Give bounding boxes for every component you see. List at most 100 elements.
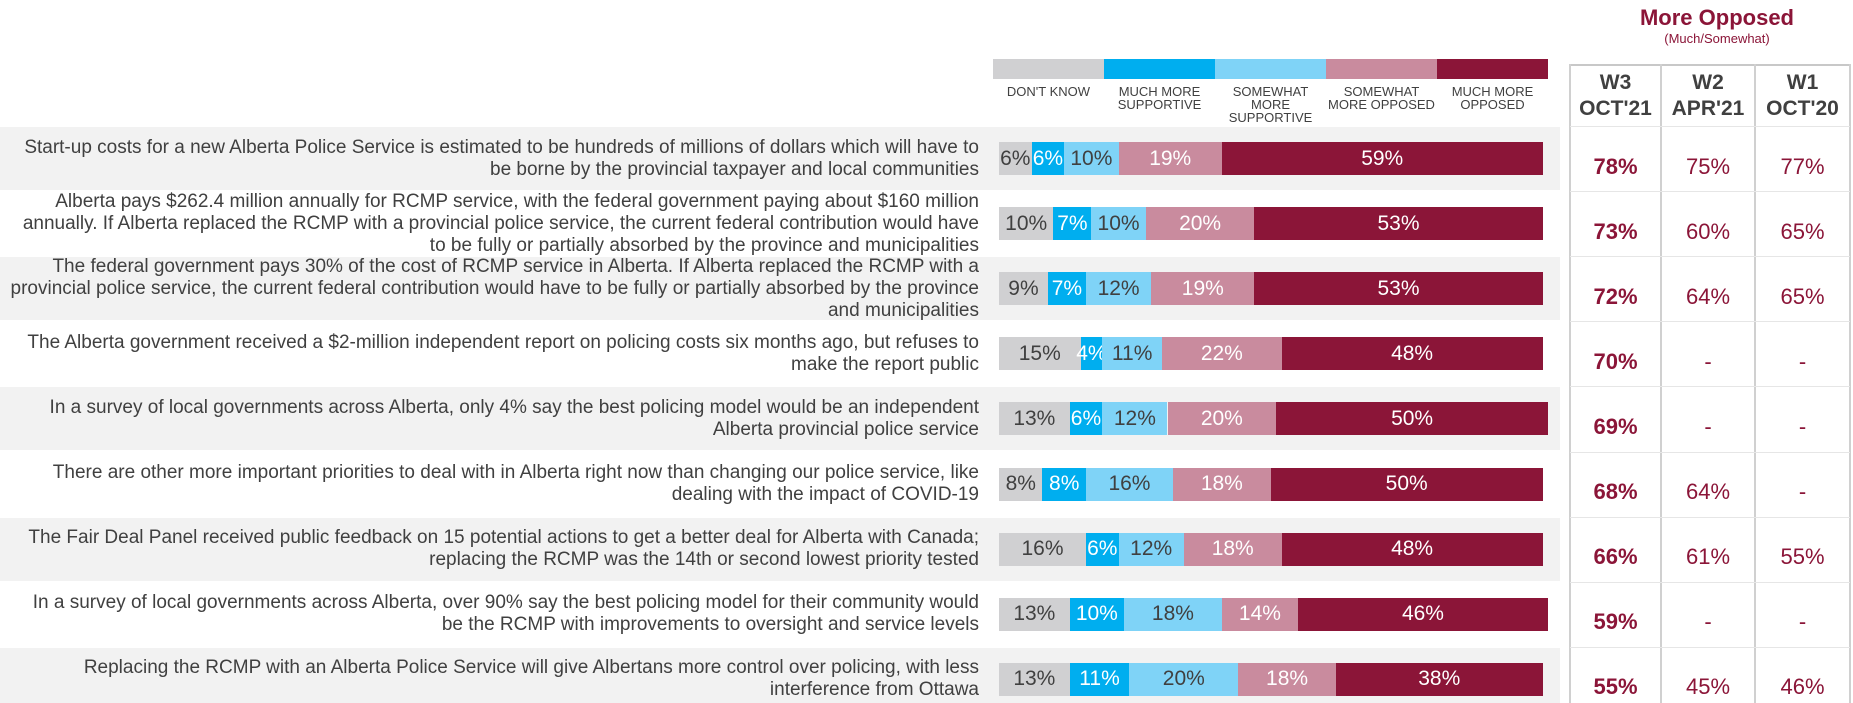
table-cell: 68% (1593, 479, 1638, 505)
bar-segment: 9% (999, 272, 1048, 306)
table-cell: 55% (1780, 544, 1825, 570)
table-cell: 66% (1593, 544, 1638, 570)
bar-segment: 46% (1297, 597, 1548, 631)
bar-segment: 10% (999, 207, 1054, 241)
table-cell: - (1798, 413, 1807, 439)
statement: Alberta pays $262.4 million annually for… (22, 190, 979, 256)
bar-segment: 48% (1281, 532, 1543, 566)
table-cell: 64% (1685, 479, 1731, 505)
bar-segment: 6% (999, 142, 1032, 176)
table-cell: - (1704, 413, 1712, 439)
table-row-line (1570, 126, 1850, 127)
bar-segment: 19% (1118, 142, 1222, 176)
bar-segment: 8% (1042, 467, 1086, 501)
table-cell: 64% (1685, 283, 1731, 309)
bar-segment: 10% (1064, 142, 1119, 176)
bar-segment: 50% (1276, 402, 1548, 436)
bar-segment: 12% (1085, 272, 1152, 306)
bar-segment: 59% (1221, 142, 1543, 176)
bar-segment: 22% (1162, 337, 1282, 371)
bar-segment: 18% (1124, 597, 1222, 631)
bar-segment: 16% (999, 532, 1086, 566)
table-header-wave: W1 (1786, 71, 1819, 94)
legend-swatch (1215, 59, 1326, 79)
bar-segment: 14% (1221, 597, 1298, 631)
table-cell: 70% (1593, 348, 1638, 374)
table-row-line (1570, 451, 1850, 453)
table-cell: - (1798, 348, 1807, 374)
bar-segment: 13% (999, 662, 1070, 696)
bar-segment: 6% (1085, 532, 1119, 566)
table-cell: - (1798, 479, 1807, 505)
table-cell: 61% (1685, 544, 1731, 570)
bar-segment: 8% (999, 467, 1043, 501)
statement: Replacing the RCMP with an Alberta Polic… (83, 657, 979, 701)
legend-label: DON'T KNOW (1006, 84, 1091, 99)
bar-segment: 13% (999, 402, 1070, 436)
table-cell: 73% (1593, 218, 1638, 244)
bar-segment: 18% (1183, 532, 1282, 566)
table-cell: 78% (1593, 153, 1638, 179)
legend-title: More Opposed (1639, 5, 1794, 30)
table-cell: 65% (1780, 283, 1825, 309)
table-cell: - (1704, 609, 1712, 635)
bar-segment: 48% (1281, 337, 1543, 371)
statement: The federal government pays 30% of the c… (10, 255, 979, 321)
table-cell: 72% (1593, 283, 1638, 309)
table-cell: 77% (1780, 153, 1825, 179)
legend-label: MUCH MORE OPPOSED (1451, 84, 1534, 112)
legend-swatch (993, 59, 1104, 79)
legend-swatch (1437, 59, 1548, 79)
bar-segment: 11% (1102, 337, 1163, 371)
statement: The Fair Deal Panel received public feed… (28, 527, 979, 571)
bar-segment: 12% (1102, 402, 1168, 436)
table-cell: 45% (1685, 674, 1731, 700)
bar-segment: 16% (1085, 467, 1173, 501)
table-row-line (1570, 386, 1850, 388)
bar-segment: 15% (999, 337, 1081, 371)
table-cell: 65% (1780, 218, 1825, 244)
table-row-line (1570, 321, 1850, 323)
bar-segment: 6% (1069, 402, 1103, 436)
table-header-date: OCT'20 (1766, 97, 1839, 120)
bar-segment: 7% (1047, 272, 1086, 306)
table-divider (1849, 64, 1851, 703)
table-cell: - (1704, 348, 1712, 374)
bar-segment: 50% (1270, 467, 1543, 501)
bar-segment: 53% (1254, 272, 1543, 306)
legend-label: MUCH MORE SUPPORTIVE (1117, 84, 1202, 112)
bar-segment: 11% (1069, 662, 1130, 696)
legend-swatch (1326, 59, 1437, 79)
bar-segment: 10% (1091, 207, 1146, 241)
statement: Start-up costs for a new Alberta Police … (24, 136, 979, 180)
bar-segment: 18% (1172, 467, 1271, 501)
table-cell: 59% (1593, 609, 1638, 635)
table-row-line (1570, 646, 1850, 648)
table-row-line (1570, 256, 1850, 258)
table-row-line (1570, 581, 1850, 583)
table-header-wave: W3 (1599, 71, 1632, 94)
legend-subtitle: (Much/Somewhat) (1664, 31, 1770, 46)
bar-segment: 7% (1053, 207, 1092, 241)
bar-segment: 10% (1069, 597, 1124, 631)
bar-segment: 6% (1031, 142, 1065, 176)
table-cell: 75% (1685, 153, 1731, 179)
legend-label: SOMEWHAT MORE SUPPORTIVE (1228, 84, 1313, 125)
bar-segment: 12% (1118, 532, 1184, 566)
bar-segment: 38% (1336, 662, 1543, 696)
bar-segment: 13% (999, 597, 1070, 631)
bar-segment: 18% (1238, 662, 1336, 696)
statement: There are other more important prioritie… (52, 462, 979, 506)
table-header-date: APR'21 (1671, 97, 1745, 120)
legend-swatch (1104, 59, 1215, 79)
table-row-line (1570, 191, 1850, 193)
table-cell: 46% (1780, 674, 1825, 700)
bar-segment: 53% (1254, 207, 1543, 241)
table-cell: - (1798, 609, 1807, 635)
bar-segment: 20% (1129, 662, 1239, 696)
table-header-box (1570, 64, 1850, 126)
table-cell: 60% (1685, 218, 1731, 244)
table-divider (1569, 64, 1571, 703)
table-header-date: OCT'21 (1579, 97, 1652, 120)
